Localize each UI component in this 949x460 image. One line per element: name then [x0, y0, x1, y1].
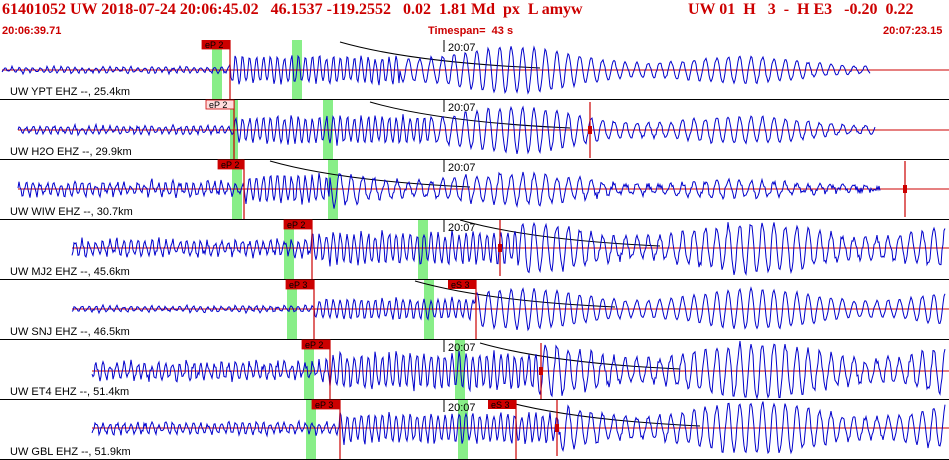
- end-time: 20:07:23.15: [883, 25, 943, 37]
- p-pick-flag[interactable]: [217, 159, 245, 170]
- coda-decay-curve: [459, 219, 661, 247]
- trace-row[interactable]: eP 3 eS 3 20:07 UW GBL EHZ --, 51.9km: [0, 399, 949, 460]
- waveform: [17, 171, 881, 209]
- waveform: [91, 340, 946, 400]
- time-tag: 20:07: [448, 42, 476, 54]
- s-pick-label: eS 3: [451, 280, 470, 290]
- seismogram-canvas[interactable]: eP 2 20:07 UW YPT EHZ --, 25.4km eP 2 20:07 U…: [0, 40, 949, 460]
- amplitude-window: [418, 220, 428, 279]
- seismogram-panel[interactable]: eP 2 20:07 UW YPT EHZ --, 25.4km eP 2 20:07 U…: [0, 40, 949, 460]
- trace-row[interactable]: eP 2 20:07 UW WIW EHZ --, 30.7km: [0, 159, 949, 220]
- time-tag: 20:07: [448, 162, 476, 174]
- trace-row[interactable]: eP 3 eS 3 UW SNJ EHZ --, 46.5km: [0, 279, 949, 340]
- trace-row[interactable]: eP 2 20:07 UW MJ2 EHZ --, 45.6km: [0, 219, 949, 280]
- channel-info: UW 01 H 3 - H E3 -0.20 0.22: [688, 1, 914, 18]
- trace-row[interactable]: eP 2 20:07 UW YPT EHZ --, 25.4km: [0, 40, 949, 100]
- amplitude-marker-head: [555, 424, 559, 432]
- p-pick-label: eP 3: [289, 280, 307, 290]
- station-label: UW WIW EHZ --, 30.7km: [10, 206, 133, 218]
- amplitude-marker-head: [588, 126, 592, 134]
- waveform: [71, 221, 946, 276]
- p-pick-flag[interactable]: [201, 40, 231, 50]
- event-summary: 61401052 UW 2018-07-24 20:06:45.02 46.15…: [2, 1, 583, 18]
- coda-decay-curve: [479, 342, 681, 370]
- trace-row[interactable]: eP 2 20:07 UW H2O EHZ --, 29.9km: [0, 99, 949, 160]
- station-label: UW SNJ EHZ --, 46.5km: [10, 326, 130, 338]
- amplitude-window: [458, 400, 468, 459]
- p-pick-flag[interactable]: [205, 99, 235, 110]
- s-pick-label: eS 3: [491, 400, 510, 410]
- time-tag: 20:07: [448, 222, 476, 234]
- station-label: UW GBL EHZ --, 51.9km: [10, 446, 131, 458]
- p-pick-label: eP 2: [305, 340, 323, 350]
- p-pick-label: eP 2: [221, 160, 239, 170]
- amplitude-marker-head: [539, 367, 543, 375]
- start-time: 20:06:39.71: [2, 25, 62, 37]
- waveform: [17, 105, 876, 155]
- s-pick-flag[interactable]: [448, 280, 476, 289]
- waveform: [1, 45, 871, 95]
- waveform: [91, 401, 946, 455]
- p-pick-flag[interactable]: [285, 279, 315, 290]
- time-tag: 20:07: [448, 102, 476, 114]
- event-header: 61401052 UW 2018-07-24 20:06:45.02 46.15…: [0, 0, 949, 40]
- amplitude-window: [284, 220, 294, 279]
- station-label: UW H2O EHZ --, 29.9km: [10, 146, 132, 158]
- p-pick-label: eP 2: [209, 100, 227, 110]
- coda-decay-curve: [269, 160, 471, 188]
- p-pick-flag[interactable]: [311, 399, 341, 410]
- time-tag: 20:07: [448, 342, 476, 354]
- amplitude-marker-head: [903, 185, 907, 193]
- amplitude-window: [455, 340, 465, 399]
- coda-decay-curve: [414, 280, 616, 308]
- time-tag: 20:07: [448, 402, 476, 414]
- s-pick-flag[interactable]: [488, 400, 516, 409]
- trace-row[interactable]: eP 2 20:07 UW ET4 EHZ --, 51.4km: [0, 339, 949, 400]
- timespan: Timespan= 43 s: [428, 25, 514, 37]
- p-pick-flag[interactable]: [301, 339, 331, 350]
- waveform: [71, 286, 946, 332]
- p-pick-label: eP 2: [287, 220, 305, 230]
- station-label: UW MJ2 EHZ --, 45.6km: [10, 266, 130, 278]
- p-pick-label: eP 3: [315, 400, 333, 410]
- station-label: UW ET4 EHZ --, 51.4km: [10, 386, 129, 398]
- p-pick-flag[interactable]: [283, 219, 313, 230]
- p-pick-label: eP 2: [205, 40, 223, 50]
- station-label: UW YPT EHZ --, 25.4km: [10, 86, 130, 98]
- amplitude-window: [304, 340, 314, 399]
- amplitude-window: [306, 400, 316, 459]
- amplitude-marker-head: [498, 244, 502, 252]
